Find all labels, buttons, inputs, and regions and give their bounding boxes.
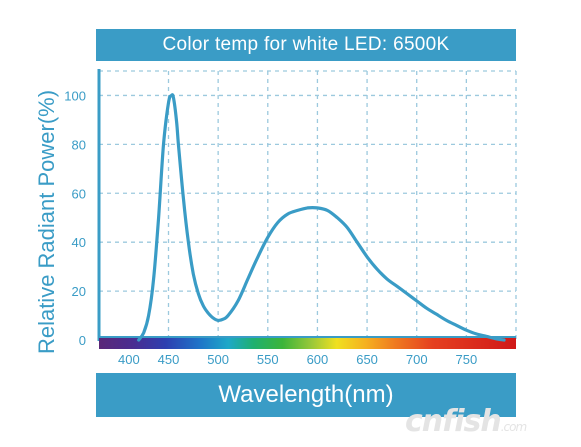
axis-layer	[97, 69, 516, 349]
y-tick-label: 40	[72, 235, 86, 250]
chart-title: Color temp for white LED: 6500K	[96, 29, 516, 61]
watermark-main: cnfish	[405, 404, 502, 439]
y-tick-label: 80	[72, 137, 86, 152]
tick-layer: 400 450 500 550 600 650 700 750 0 20 40 60 80 100	[64, 88, 477, 367]
x-tick-label: 450	[158, 352, 180, 367]
watermark-logo: cnfish.com	[405, 404, 527, 439]
y-tick-label: 0	[79, 333, 86, 348]
x-axis-label: Wavelength(nm)	[96, 373, 516, 417]
x-tick-label: 700	[406, 352, 428, 367]
series-layer	[137, 93, 506, 342]
x-tick-label: 400	[118, 352, 140, 367]
y-tick-label: 60	[72, 186, 86, 201]
spectrum-curve	[137, 93, 506, 342]
x-tick-label: 600	[307, 352, 329, 367]
x-tick-label: 750	[456, 352, 478, 367]
spectrum-bar	[99, 337, 516, 349]
watermark-suffix: .com	[500, 420, 527, 434]
grid-layer	[99, 70, 517, 340]
y-tick-label: 20	[72, 284, 86, 299]
x-tick-label: 650	[356, 352, 378, 367]
x-tick-label: 550	[257, 352, 279, 367]
y-tick-label: 100	[64, 88, 86, 103]
x-tick-label: 500	[207, 352, 229, 367]
